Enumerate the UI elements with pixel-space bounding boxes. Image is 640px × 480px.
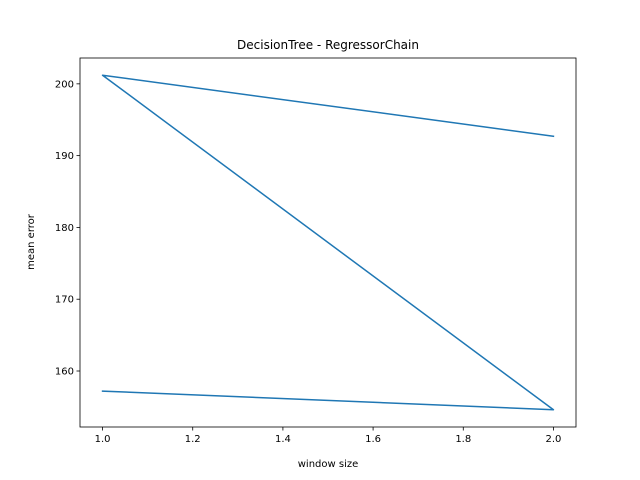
chart-title: DecisionTree - RegressorChain — [237, 38, 419, 52]
x-axis-ticks: 1.0 1.2 1.4 1.6 1.8 2.0 — [95, 427, 562, 445]
y-tick-label: 180 — [55, 223, 74, 234]
series-layer — [101, 74, 555, 411]
x-tick-label: 1.2 — [185, 434, 201, 445]
x-tick-label: 1.8 — [455, 434, 471, 445]
y-tick-label: 170 — [55, 295, 74, 306]
x-tick-label: 1.0 — [95, 434, 111, 445]
x-tick-label: 2.0 — [546, 434, 562, 445]
y-tick-label: 160 — [55, 367, 74, 378]
series-line-0 — [101, 74, 555, 411]
x-tick-label: 1.6 — [365, 434, 381, 445]
y-tick-label: 190 — [55, 151, 74, 162]
x-axis-label: window size — [298, 459, 359, 470]
y-tick-label: 200 — [55, 79, 74, 90]
y-axis-label: mean error — [26, 213, 37, 270]
y-axis-ticks: 160 170 180 190 200 — [55, 79, 80, 378]
x-tick-label: 1.4 — [275, 434, 291, 445]
